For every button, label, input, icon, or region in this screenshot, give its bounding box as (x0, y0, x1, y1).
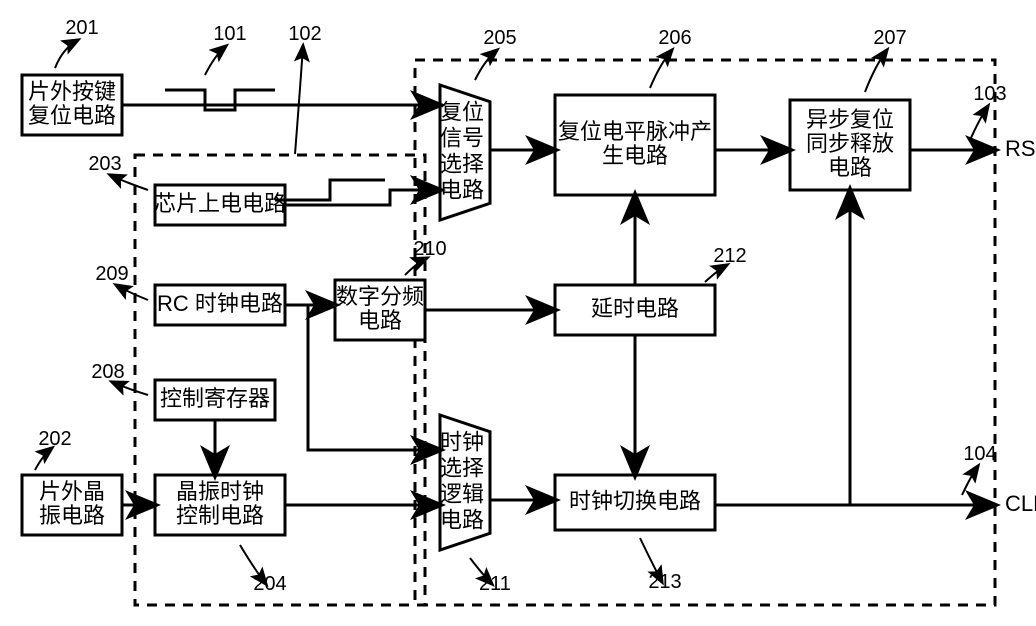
svg-text:芯片上电电路: 芯片上电电路 (154, 191, 286, 216)
svg-text:204: 204 (253, 573, 286, 595)
leader-203 (110, 175, 148, 190)
svg-text:206: 206 (658, 27, 691, 49)
leader-101 (205, 46, 226, 75)
leader-202 (35, 448, 52, 470)
block-diagram: 片外按键复位电路片外晶振电路芯片上电电路RC 时钟电路控制寄存器晶振时钟控制电路… (0, 0, 1036, 626)
svg-text:信号: 信号 (440, 125, 484, 150)
arrow-203-to-205 (285, 190, 440, 205)
leader-104 (962, 466, 978, 495)
svg-text:电路: 电路 (358, 308, 402, 333)
svg-text:异步复位: 异步复位 (806, 107, 894, 132)
svg-text:207: 207 (873, 27, 906, 49)
svg-text:210: 210 (413, 238, 446, 260)
leader-207 (865, 50, 887, 92)
svg-text:控制电路: 控制电路 (176, 503, 264, 528)
svg-text:电路: 电路 (440, 507, 484, 532)
svg-text:时钟切换电路: 时钟切换电路 (569, 488, 701, 513)
leader-201 (55, 40, 78, 68)
svg-text:104: 104 (963, 443, 996, 465)
leader-206 (650, 50, 672, 88)
svg-text:选择: 选择 (440, 455, 484, 480)
leader-103 (970, 106, 988, 140)
svg-text:复位: 复位 (440, 99, 484, 124)
svg-text:时钟: 时钟 (440, 429, 484, 454)
leader-102 (295, 46, 303, 154)
svg-text:控制寄存器: 控制寄存器 (160, 386, 270, 411)
svg-text:生电路: 生电路 (602, 143, 668, 168)
svg-text:数字分频: 数字分频 (336, 284, 424, 309)
svg-text:复位电平脉冲产: 复位电平脉冲产 (558, 119, 712, 144)
svg-text:振电路: 振电路 (39, 503, 105, 528)
waveform-101 (165, 90, 275, 110)
svg-text:208: 208 (91, 361, 124, 383)
svg-text:203: 203 (88, 153, 121, 175)
svg-text:同步释放: 同步释放 (806, 131, 894, 156)
svg-text:RC 时钟电路: RC 时钟电路 (157, 291, 283, 316)
svg-text:电路: 电路 (828, 155, 872, 180)
leader-205 (475, 50, 497, 80)
svg-text:212: 212 (713, 245, 746, 267)
svg-text:RST: RST (1005, 136, 1036, 161)
svg-text:103: 103 (973, 83, 1006, 105)
svg-text:选择: 选择 (440, 151, 484, 176)
svg-text:电路: 电路 (440, 177, 484, 202)
svg-text:CLK: CLK (1005, 491, 1036, 516)
svg-text:201: 201 (65, 17, 98, 39)
svg-text:213: 213 (648, 571, 681, 593)
svg-text:延时电路: 延时电路 (591, 296, 679, 321)
svg-text:片外晶: 片外晶 (39, 479, 105, 504)
svg-text:逻辑: 逻辑 (440, 481, 484, 506)
svg-text:101: 101 (213, 23, 246, 45)
leader-209 (116, 285, 148, 300)
svg-text:102: 102 (288, 23, 321, 45)
svg-text:205: 205 (483, 27, 516, 49)
waveform-102 (275, 180, 385, 200)
leader-212 (705, 265, 727, 282)
svg-text:复位电路: 复位电路 (28, 103, 116, 128)
leader-208 (112, 382, 148, 395)
svg-text:202: 202 (38, 428, 71, 450)
svg-text:211: 211 (479, 573, 511, 595)
svg-text:209: 209 (95, 263, 128, 285)
svg-text:晶振时钟: 晶振时钟 (176, 479, 264, 504)
svg-text:片外按键: 片外按键 (28, 79, 116, 104)
